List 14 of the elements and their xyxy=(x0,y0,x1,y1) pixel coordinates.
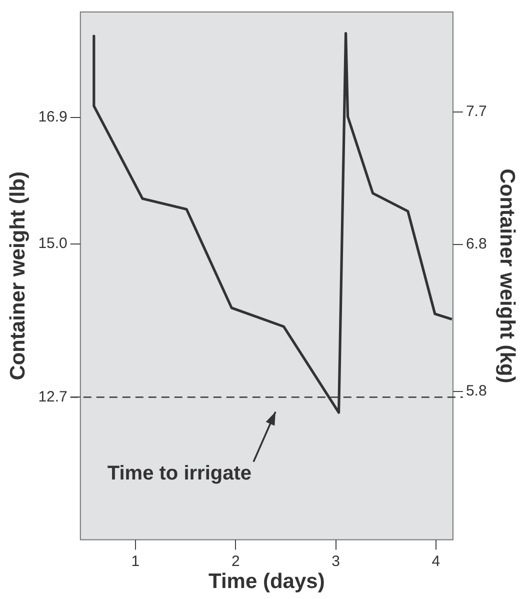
x-tick-label: 3 xyxy=(332,552,340,570)
y2-tick-label: 7.7 xyxy=(466,103,487,120)
y-tick-label: 12.7 xyxy=(38,388,68,406)
x-tick-label: 1 xyxy=(131,552,140,570)
y-axis-title: Container weight (lb) xyxy=(6,171,30,380)
x-tick-label: 2 xyxy=(231,552,240,570)
x-tick-label: 4 xyxy=(432,552,440,570)
y2-axis-title: Container weight (kg) xyxy=(496,168,519,384)
x-axis-title: Time (days) xyxy=(208,570,325,594)
y2-tick-label: 5.8 xyxy=(466,382,487,400)
annotation: Time to irrigate xyxy=(107,462,252,484)
y-tick-label: 16.9 xyxy=(38,108,68,126)
y-tick-label: 15.0 xyxy=(38,235,68,252)
y2-tick-label: 6.8 xyxy=(466,235,487,252)
